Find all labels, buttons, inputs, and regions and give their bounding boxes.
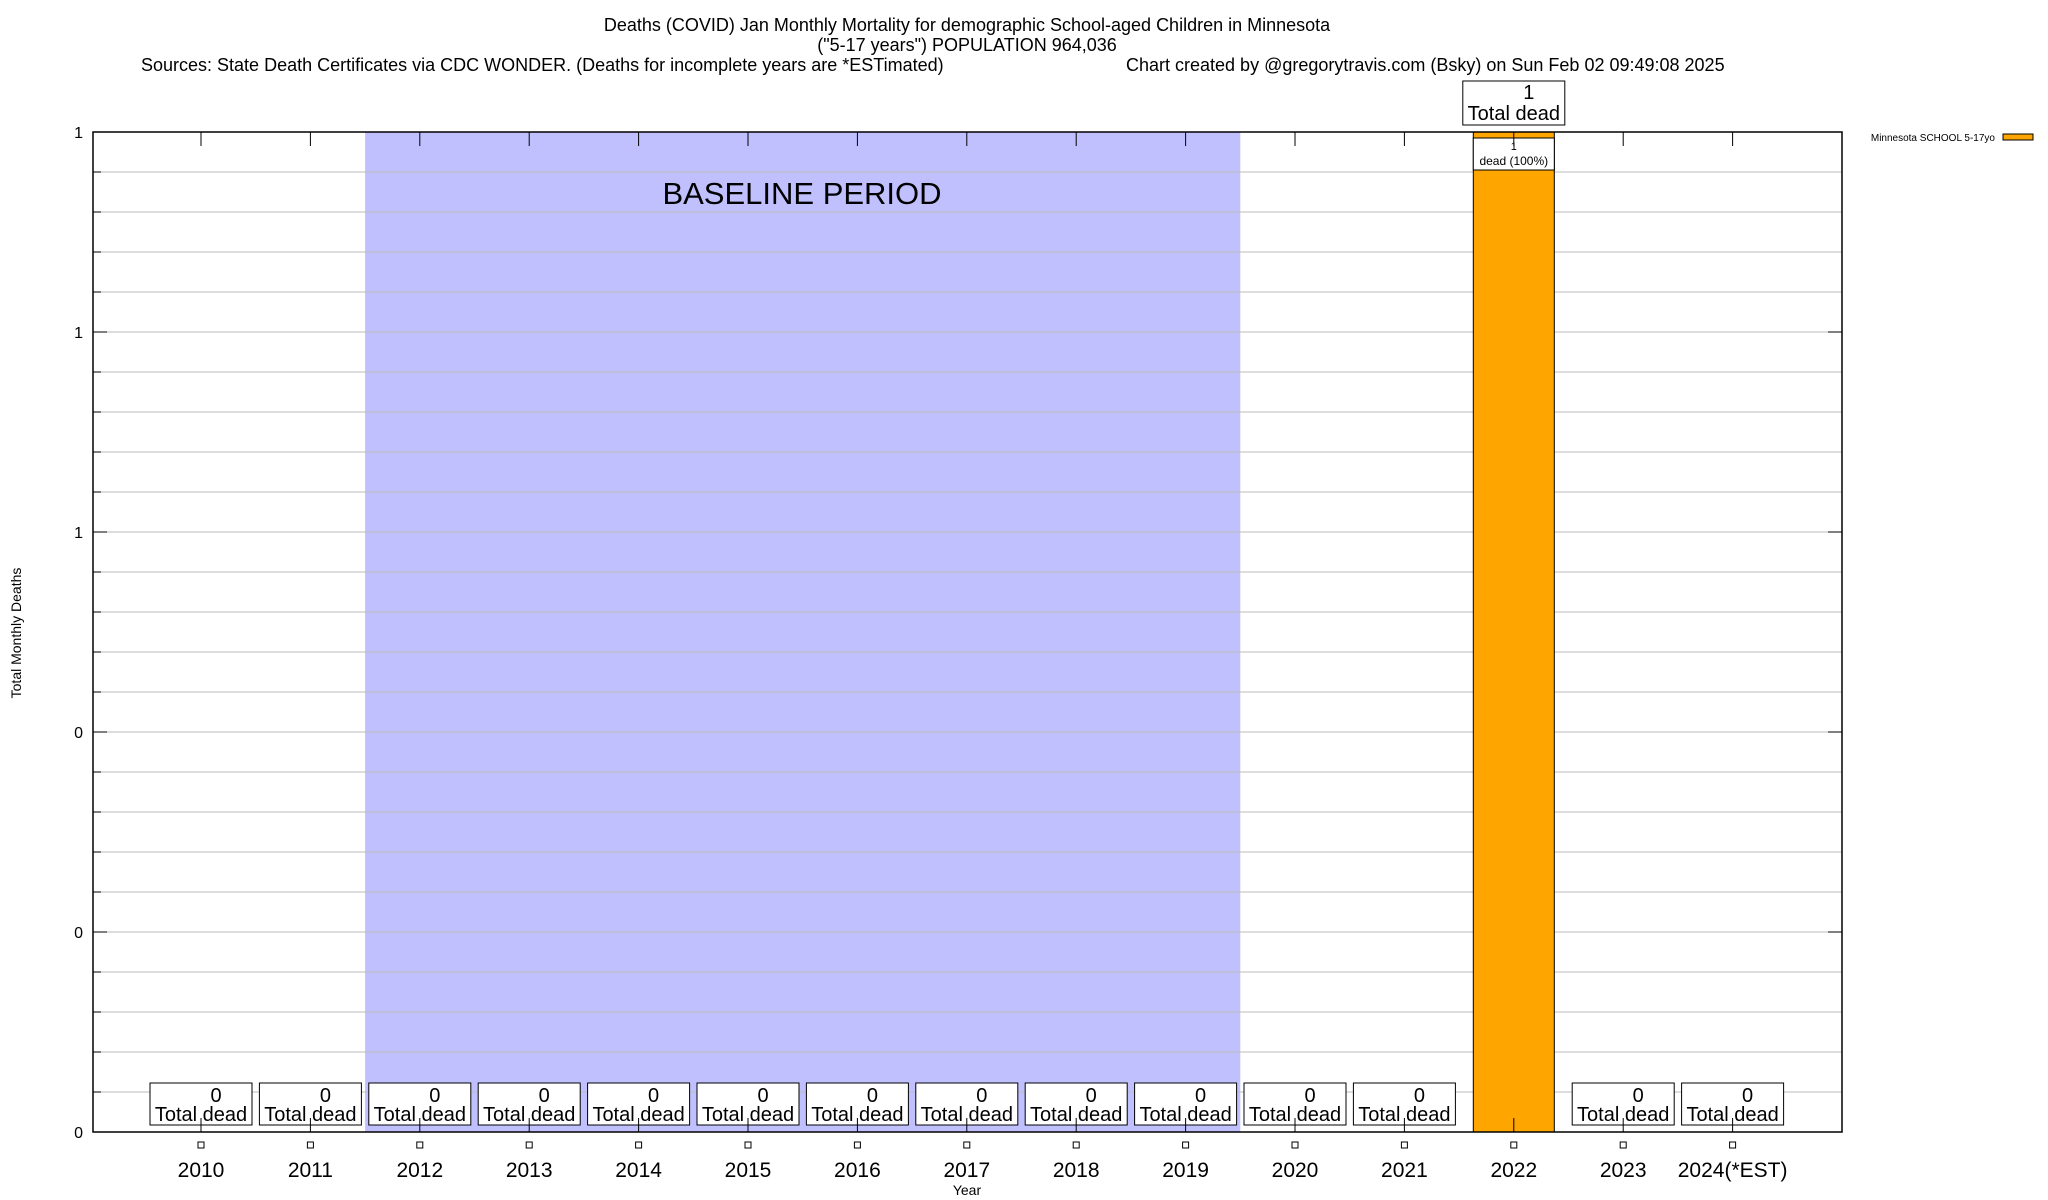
- y-tick-label: 1: [74, 325, 83, 342]
- x-marker: [1729, 1141, 1737, 1149]
- chart-credit: Chart created by @gregorytravis.com (Bsk…: [1126, 55, 1725, 75]
- x-marker: [197, 1141, 205, 1149]
- x-marker: [1182, 1141, 1190, 1149]
- chart-sources: Sources: State Death Certificates via CD…: [141, 55, 944, 75]
- bar-2022: [1472, 131, 1555, 1133]
- x-tick-label: 2018: [1053, 1159, 1100, 1182]
- chart-subtitle: ("5-17 years") POPULATION 964,036: [817, 35, 1117, 55]
- total-label-text: Total dead: [483, 1104, 575, 1126]
- total-label-text: Total dead: [1468, 103, 1560, 125]
- x-marker: [635, 1141, 643, 1149]
- total-label-value: 0: [1633, 1085, 1644, 1107]
- total-label-value: 0: [1304, 1085, 1315, 1107]
- total-label-text: Total dead: [374, 1104, 466, 1126]
- x-marker: [744, 1141, 752, 1149]
- y-tick-label: 0: [74, 725, 83, 742]
- x-marker: [1510, 1141, 1518, 1149]
- total-label-text: Total dead: [1358, 1104, 1450, 1126]
- x-tick-label: 2012: [396, 1159, 443, 1182]
- total-label-text: Total dead: [592, 1104, 684, 1126]
- x-tick-label: 2017: [943, 1159, 990, 1182]
- total-label-value: 1: [1523, 82, 1534, 104]
- x-marker: [306, 1141, 314, 1149]
- total-label-text: Total dead: [702, 1104, 794, 1126]
- total-label-value: 0: [1742, 1085, 1753, 1107]
- total-label-box: [1462, 80, 1566, 126]
- total-label-text: Total dead: [1686, 1104, 1778, 1126]
- segment-label-box: [1472, 137, 1555, 171]
- total-label-value: 0: [1086, 1085, 1097, 1107]
- total-label-text: Total dead: [1030, 1104, 1122, 1126]
- total-label-value: 0: [429, 1085, 440, 1107]
- y-tick-label: 1: [74, 525, 83, 542]
- x-marker: [1291, 1141, 1299, 1149]
- x-tick-label: 2015: [725, 1159, 772, 1182]
- total-label-value: 0: [757, 1085, 768, 1107]
- x-axis-label: Year: [953, 1182, 982, 1198]
- y-axis-label: Total Monthly Deaths: [8, 568, 24, 699]
- total-label-text: Total dead: [1577, 1104, 1669, 1126]
- x-tick-label: 2024(*EST): [1678, 1159, 1788, 1182]
- x-tick-label: 2010: [178, 1159, 225, 1182]
- total-label-text: Total dead: [155, 1104, 247, 1126]
- x-tick-label: 2020: [1272, 1159, 1319, 1182]
- total-label-value: 0: [210, 1085, 221, 1107]
- total-label-value: 0: [1414, 1085, 1425, 1107]
- x-marker: [963, 1141, 971, 1149]
- x-marker: [525, 1141, 533, 1149]
- x-tick-label: 2013: [506, 1159, 553, 1182]
- legend-label: Minnesota SCHOOL 5-17yo: [1871, 133, 1996, 144]
- x-marker: [1619, 1141, 1627, 1149]
- y-tick-label: 0: [74, 1125, 83, 1142]
- segment-label-text: dead (100%): [1479, 154, 1548, 168]
- total-label-value: 0: [648, 1085, 659, 1107]
- x-marker: [853, 1141, 861, 1149]
- baseline-label: BASELINE PERIOD: [662, 176, 941, 211]
- plot-border: [92, 131, 1843, 1133]
- legend-swatch: [2002, 133, 2034, 141]
- x-marker: [1400, 1141, 1408, 1149]
- total-label-value: 0: [1195, 1085, 1206, 1107]
- x-marker: [416, 1141, 424, 1149]
- x-tick-label: 2022: [1490, 1159, 1537, 1182]
- legend: Minnesota SCHOOL 5-17yo: [1871, 133, 2034, 144]
- total-label-text: Total dead: [1249, 1104, 1341, 1126]
- x-tick-label: 2019: [1162, 1159, 1209, 1182]
- total-label-value: 0: [539, 1085, 550, 1107]
- x-tick-label: 2014: [615, 1159, 662, 1182]
- x-tick-label: 2011: [288, 1159, 333, 1182]
- chart-title: Deaths (COVID) Jan Monthly Mortality for…: [604, 15, 1331, 35]
- x-tick-label: 2021: [1381, 1159, 1428, 1182]
- total-label-value: 0: [976, 1085, 987, 1107]
- total-label-text: Total dead: [264, 1104, 356, 1126]
- x-tick-label: 2016: [834, 1159, 881, 1182]
- baseline-region: [365, 132, 1241, 1132]
- y-tick-label: 0: [74, 925, 83, 942]
- total-label-text: Total dead: [1139, 1104, 1231, 1126]
- total-label-text: Total dead: [921, 1104, 1013, 1126]
- x-tick-label: 2023: [1600, 1159, 1647, 1182]
- y-tick-label: 1: [74, 125, 83, 142]
- total-label-value: 0: [867, 1085, 878, 1107]
- total-label-text: Total dead: [811, 1104, 903, 1126]
- total-label-value: 0: [320, 1085, 331, 1107]
- x-marker: [1072, 1141, 1080, 1149]
- segment-label-value: 1: [1511, 141, 1517, 153]
